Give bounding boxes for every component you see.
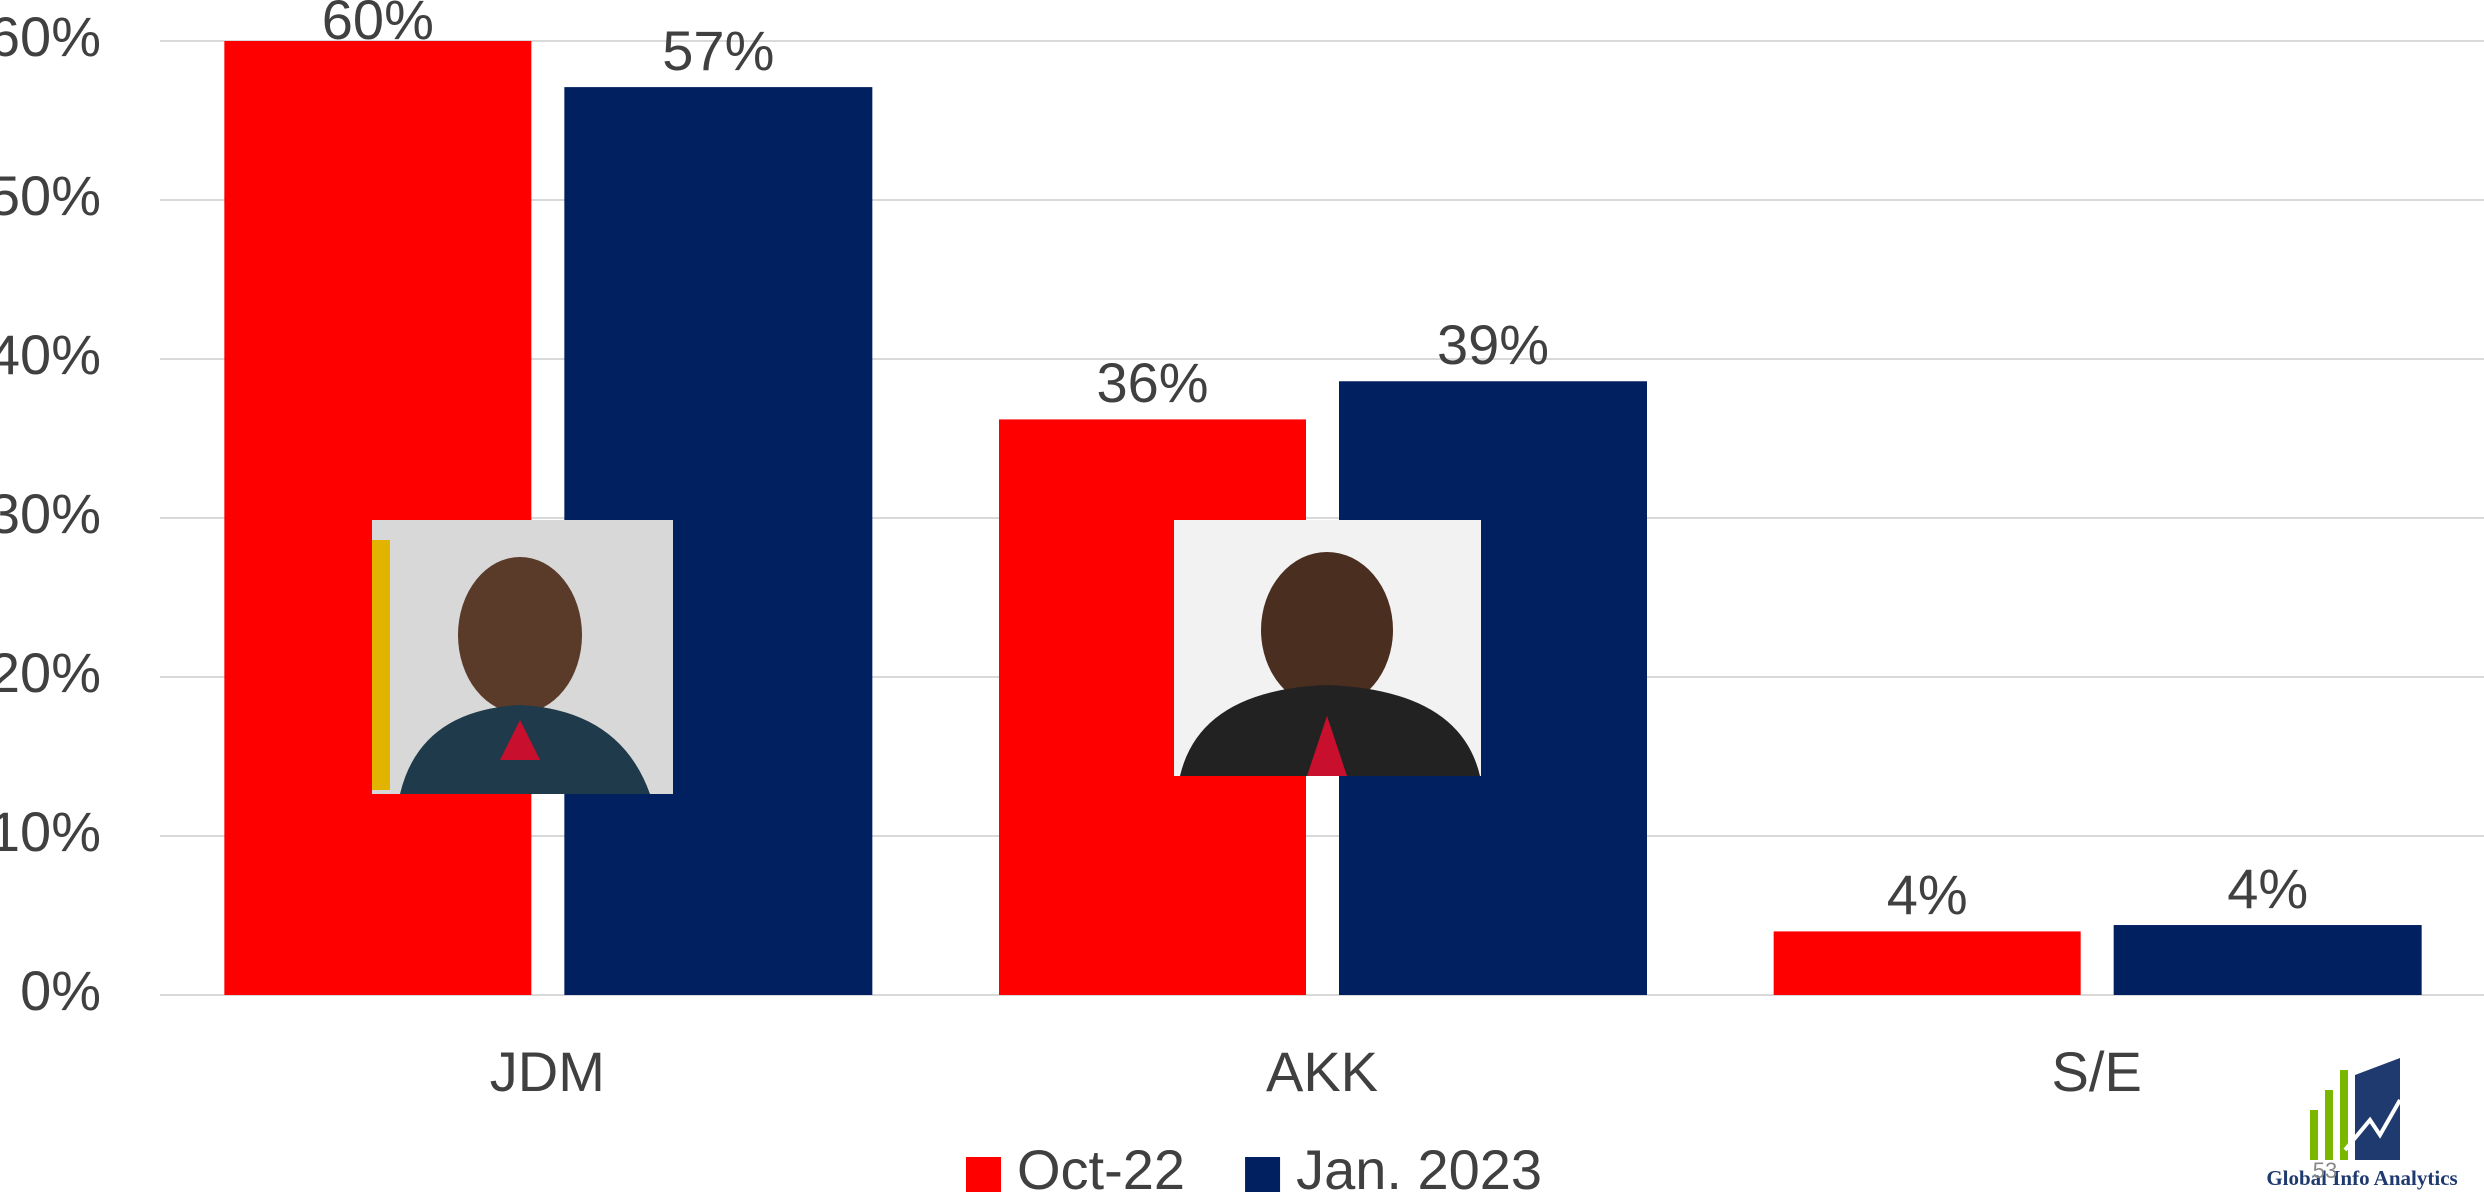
bar (2113, 925, 2422, 995)
value-label: 4% (1887, 863, 1968, 926)
value-label: 57% (662, 19, 774, 82)
logo (2310, 1058, 2402, 1160)
y-tick-label: 50% (0, 164, 101, 227)
y-tick-label: 0% (20, 959, 101, 1022)
y-tick-label: 60% (0, 5, 101, 68)
slide-number: 53 (2313, 1158, 2337, 1183)
value-label: 39% (1437, 313, 1549, 376)
bar (1773, 931, 2081, 995)
y-tick-label: 10% (0, 800, 101, 863)
x-tick-label: S/E (2052, 1040, 2142, 1103)
y-tick-label: 20% (0, 641, 101, 704)
x-tick-label: JDM (490, 1040, 605, 1103)
logo-text: Global Info Analytics (2266, 1166, 2457, 1190)
y-tick-label: 30% (0, 482, 101, 545)
value-label: 4% (2227, 857, 2308, 920)
photo-akk (1174, 520, 1481, 776)
x-tick-label: AKK (1266, 1040, 1378, 1103)
legend-label: Jan. 2023 (1296, 1138, 1542, 1197)
value-label: 60% (322, 0, 434, 51)
legend-label: Oct-22 (1017, 1138, 1185, 1197)
y-tick-label: 40% (0, 323, 101, 386)
bar (224, 41, 532, 995)
legend-swatch (966, 1157, 1001, 1192)
value-label: 36% (1096, 351, 1208, 414)
photo-jdm (372, 520, 673, 794)
legend-swatch (1245, 1157, 1281, 1192)
